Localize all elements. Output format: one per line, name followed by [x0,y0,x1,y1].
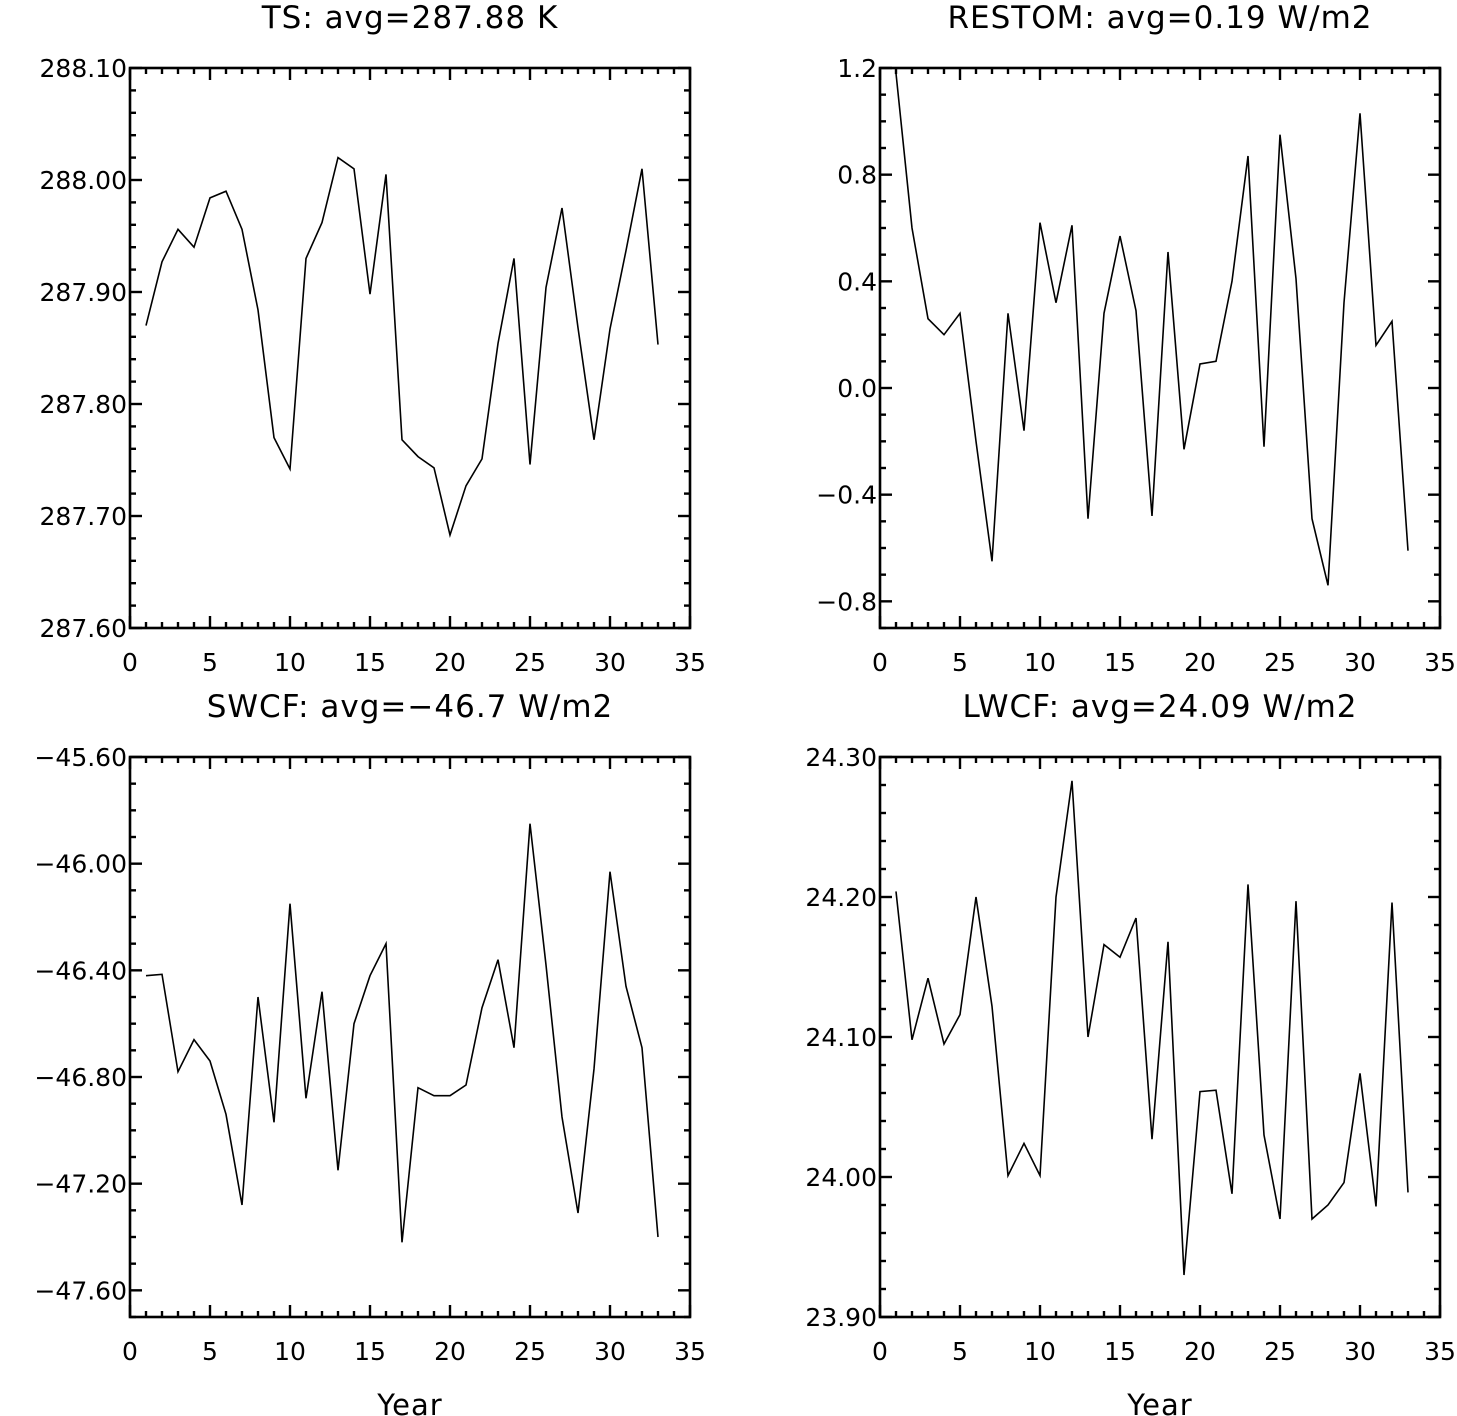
plot-frame [128,66,692,630]
y-tick-label: 0.8 [837,161,877,190]
series-line [145,823,659,1243]
panel-ts: TS: avg=287.88 K 0 5 10 15 20 25 30 35 287.60 287… [40,0,706,677]
y-tick-label: −45.60 [34,743,127,772]
y-tick-label: 0.0 [837,374,877,403]
panel-lwcf: LWCF: avg=24.09 W/m2 Year 0 5 10 15 20 25 30 35… [805,689,1455,1416]
x-tick-label: 5 [952,648,968,677]
x-tick-label: 35 [1424,648,1456,677]
y-tick-label: 24.00 [805,1163,877,1192]
y-tick-label: 287.70 [40,502,127,531]
panel-restom: RESTOM: avg=0.19 W/m2 0 5 10 15 20 25 30 35 −0.8… [816,0,1456,677]
x-tick-label: 35 [674,648,706,677]
x-tick-label: 15 [354,648,386,677]
series-line [145,156,659,538]
x-axis-label: Year [376,1388,442,1416]
x-tick-label: 25 [1264,648,1296,677]
x-tick-label: 15 [354,1337,386,1366]
x-tick-label: 0 [122,648,138,677]
x-tick-label: 20 [434,1337,466,1366]
y-tick-label: 24.10 [805,1023,877,1052]
x-tick-label: 10 [274,1337,306,1366]
x-tick-label: 35 [674,1337,706,1366]
y-tick-label: 23.90 [805,1303,877,1332]
x-tick-label: 25 [1264,1337,1296,1366]
y-tick-label: −47.20 [34,1170,127,1199]
x-tick-label: 30 [1344,648,1376,677]
y-tick-label: 287.80 [40,390,127,419]
x-tick-label: 20 [1184,1337,1216,1366]
y-tick-label: 287.60 [40,614,127,643]
panel-title: RESTOM: avg=0.19 W/m2 [947,0,1372,36]
x-tick-label: 5 [202,1337,218,1366]
x-tick-label: 15 [1104,1337,1136,1366]
x-tick-label: 0 [872,648,888,677]
series-line [895,780,1409,1276]
y-tick-label: 288.10 [40,54,127,83]
x-tick-label: 20 [434,648,466,677]
y-tick-label: −46.80 [34,1063,127,1092]
y-tick-label: 0.4 [837,267,877,296]
y-tick-label: −0.4 [816,481,877,510]
y-tick-label: −47.60 [34,1276,127,1305]
y-tick-label: −0.8 [816,587,877,616]
x-tick-label: 30 [1344,1337,1376,1366]
plot-frame [128,755,692,1319]
panel-swcf: SWCF: avg=−46.7 W/m2 Year 0 5 10 15 20 25 30 35… [34,689,705,1416]
x-tick-label: 10 [1024,1337,1056,1366]
y-tick-label: 24.30 [805,743,877,772]
x-tick-label: 0 [872,1337,888,1366]
x-tick-label: 25 [514,648,546,677]
x-tick-label: 35 [1424,1337,1456,1366]
x-tick-label: 5 [952,1337,968,1366]
y-tick-label: 24.20 [805,883,877,912]
x-tick-label: 30 [594,1337,626,1366]
x-tick-label: 15 [1104,648,1136,677]
y-tick-label: 288.00 [40,166,127,195]
x-tick-label: 10 [1024,648,1056,677]
x-tick-label: 25 [514,1337,546,1366]
series-line [895,73,1409,586]
panel-title: SWCF: avg=−46.7 W/m2 [207,689,614,725]
y-tick-label: −46.40 [34,956,127,985]
plot-frame [878,66,1442,630]
panel-title: TS: avg=287.88 K [261,0,559,36]
y-tick-label: −46.00 [34,850,127,879]
x-tick-label: 10 [274,648,306,677]
x-tick-label: 0 [122,1337,138,1366]
panel-title: LWCF: avg=24.09 W/m2 [962,689,1357,725]
y-tick-label: 287.90 [40,278,127,307]
y-tick-label: 1.2 [837,54,877,83]
x-axis-label: Year [1126,1388,1192,1416]
x-tick-label: 20 [1184,648,1216,677]
x-tick-label: 5 [202,648,218,677]
x-tick-label: 30 [594,648,626,677]
